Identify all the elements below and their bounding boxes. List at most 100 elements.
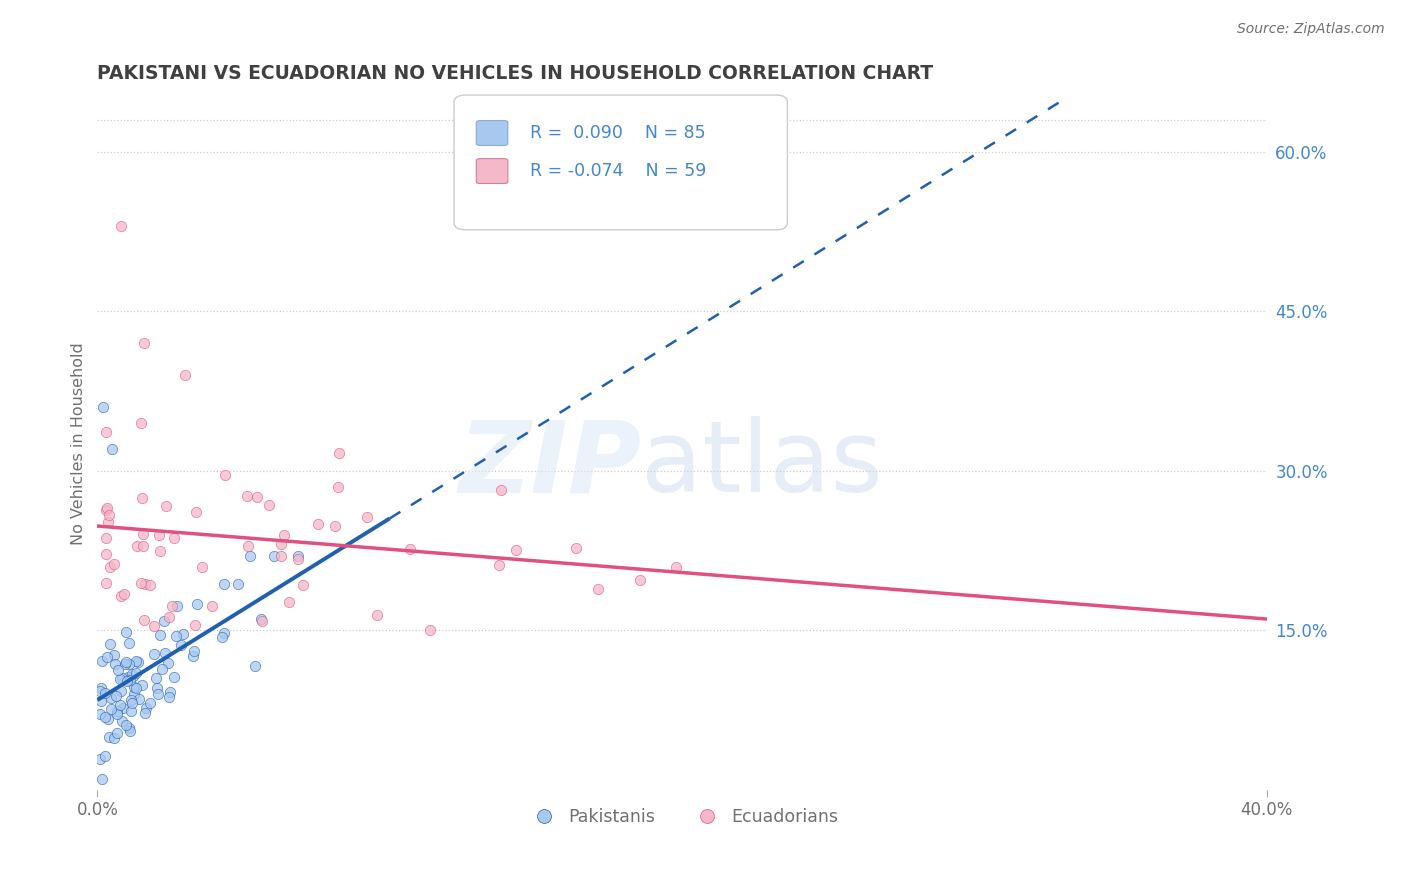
Point xyxy=(103,648,125,662)
Point xyxy=(121,666,143,681)
Point xyxy=(489,483,512,497)
Point xyxy=(97,712,120,726)
Point xyxy=(135,700,157,714)
Point xyxy=(565,541,588,556)
Point xyxy=(98,731,121,745)
Point xyxy=(127,655,149,669)
Point xyxy=(211,631,233,645)
Point xyxy=(145,671,167,685)
Point xyxy=(128,692,150,706)
Point xyxy=(356,510,378,524)
Point xyxy=(243,659,266,673)
Point xyxy=(153,646,176,660)
Point xyxy=(120,705,142,719)
Point xyxy=(183,644,205,658)
Text: R = -0.074    N = 59: R = -0.074 N = 59 xyxy=(530,162,706,180)
Point xyxy=(155,499,177,513)
Point xyxy=(89,684,111,698)
Point xyxy=(110,672,132,686)
Point xyxy=(110,589,132,603)
Text: atlas: atlas xyxy=(641,417,883,513)
Point xyxy=(97,515,120,529)
Point xyxy=(183,618,205,632)
Point xyxy=(107,664,129,678)
Point xyxy=(186,597,208,611)
Point xyxy=(174,368,197,382)
Point xyxy=(100,690,122,705)
Text: PAKISTANI VS ECUADORIAN NO VEHICLES IN HOUSEHOLD CORRELATION CHART: PAKISTANI VS ECUADORIAN NO VEHICLES IN H… xyxy=(97,64,934,83)
Point xyxy=(163,670,186,684)
Point xyxy=(292,578,315,592)
Point xyxy=(149,628,172,642)
Point xyxy=(134,336,156,351)
Point xyxy=(134,577,156,591)
Point xyxy=(157,609,180,624)
Point xyxy=(104,657,127,671)
Point xyxy=(270,537,292,551)
Point xyxy=(125,539,148,553)
Point xyxy=(157,690,180,704)
Point xyxy=(122,680,145,694)
Point xyxy=(257,498,280,512)
Point xyxy=(94,503,117,517)
Point xyxy=(122,687,145,701)
Point xyxy=(96,649,118,664)
Point xyxy=(94,710,117,724)
Point xyxy=(134,706,156,720)
Point xyxy=(162,599,184,613)
Point xyxy=(366,607,388,622)
Point xyxy=(142,648,165,662)
Point xyxy=(89,752,111,766)
Point xyxy=(163,531,186,545)
Point xyxy=(122,669,145,683)
Point xyxy=(263,549,285,563)
Point xyxy=(287,549,309,563)
Point xyxy=(273,527,295,541)
Point xyxy=(118,657,141,672)
Point xyxy=(117,636,139,650)
Point xyxy=(94,686,117,700)
Point xyxy=(165,629,187,643)
Point xyxy=(132,539,155,553)
Point xyxy=(110,219,132,233)
Point xyxy=(105,726,128,740)
Point xyxy=(238,540,260,554)
Point xyxy=(103,557,125,571)
Point xyxy=(125,681,148,695)
Point xyxy=(105,689,128,703)
Point xyxy=(628,573,651,587)
Point xyxy=(214,468,236,483)
Point xyxy=(110,684,132,698)
Point xyxy=(326,480,349,494)
Point xyxy=(125,665,148,680)
Point xyxy=(287,551,309,566)
Point xyxy=(112,587,135,601)
Point xyxy=(111,714,134,729)
Point xyxy=(118,673,141,687)
Point xyxy=(98,559,121,574)
Point xyxy=(90,694,112,708)
Point xyxy=(94,576,117,591)
Point xyxy=(307,516,329,531)
Point xyxy=(149,544,172,558)
Text: Source: ZipAtlas.com: Source: ZipAtlas.com xyxy=(1237,22,1385,37)
Point xyxy=(399,541,422,556)
Point xyxy=(97,508,120,522)
Point xyxy=(115,674,138,689)
Point xyxy=(226,576,249,591)
Point xyxy=(148,528,170,542)
Point xyxy=(118,721,141,735)
Point xyxy=(114,718,136,732)
Point xyxy=(419,623,441,637)
Point xyxy=(586,582,609,596)
Point xyxy=(270,549,292,563)
Point xyxy=(328,446,350,460)
Point xyxy=(172,627,194,641)
FancyBboxPatch shape xyxy=(477,120,508,145)
Point xyxy=(170,638,193,652)
Point xyxy=(488,558,510,572)
Point xyxy=(131,678,153,692)
Point xyxy=(105,704,128,718)
Point xyxy=(129,416,152,430)
Point xyxy=(111,671,134,685)
